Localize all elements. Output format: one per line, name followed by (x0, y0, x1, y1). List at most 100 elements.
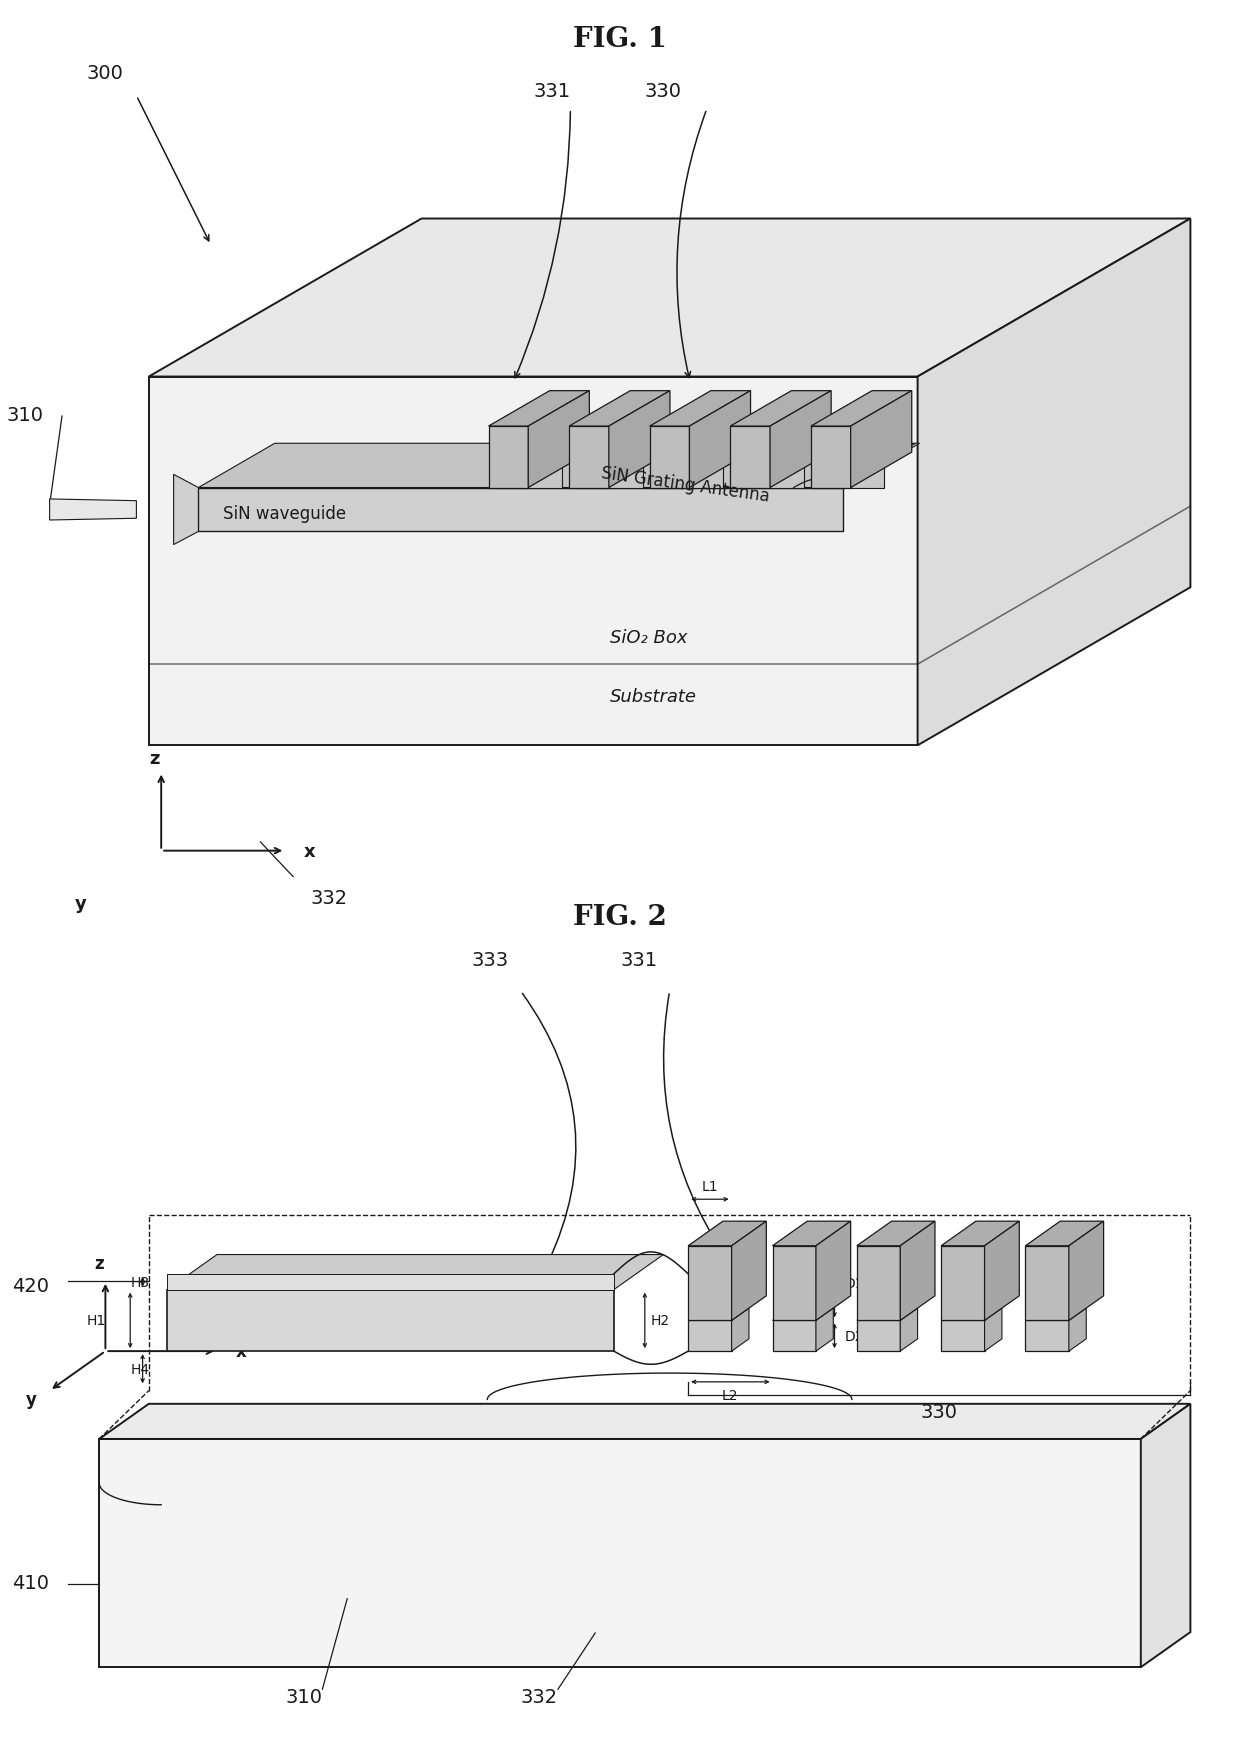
Text: y: y (74, 895, 87, 913)
Polygon shape (689, 444, 754, 462)
Polygon shape (689, 462, 723, 488)
Polygon shape (149, 377, 918, 746)
Polygon shape (650, 426, 689, 488)
Polygon shape (528, 462, 562, 488)
Polygon shape (167, 1274, 614, 1290)
Polygon shape (1025, 1309, 1086, 1320)
Polygon shape (732, 1309, 749, 1351)
Text: 331: 331 (620, 949, 657, 969)
Polygon shape (688, 1246, 732, 1320)
Text: L1: L1 (702, 1179, 718, 1193)
Polygon shape (689, 391, 750, 488)
Polygon shape (174, 476, 198, 546)
Polygon shape (918, 219, 1190, 746)
Polygon shape (941, 1309, 1002, 1320)
Polygon shape (609, 462, 642, 488)
Text: 310: 310 (285, 1687, 322, 1706)
Text: D1: D1 (844, 1276, 864, 1290)
Text: x: x (236, 1343, 247, 1360)
Polygon shape (773, 1246, 816, 1320)
Polygon shape (489, 426, 528, 488)
Polygon shape (528, 444, 593, 462)
Polygon shape (857, 1320, 900, 1351)
Polygon shape (569, 426, 609, 488)
Polygon shape (770, 391, 831, 488)
Text: 420: 420 (12, 1276, 50, 1295)
Polygon shape (851, 462, 884, 488)
Text: FIG. 2: FIG. 2 (573, 904, 667, 930)
Polygon shape (569, 391, 670, 426)
Text: 410: 410 (12, 1572, 50, 1592)
Text: H2: H2 (651, 1314, 670, 1327)
Text: 332: 332 (521, 1687, 558, 1706)
Polygon shape (1025, 1221, 1104, 1246)
Polygon shape (770, 462, 804, 488)
Polygon shape (489, 391, 589, 426)
Polygon shape (811, 426, 851, 488)
Polygon shape (1069, 1221, 1104, 1320)
Polygon shape (50, 500, 136, 521)
Text: L2: L2 (722, 1388, 739, 1402)
Polygon shape (688, 1320, 732, 1351)
Polygon shape (99, 1439, 1141, 1667)
Polygon shape (688, 1309, 749, 1320)
Polygon shape (650, 391, 750, 426)
Polygon shape (857, 1246, 900, 1320)
Polygon shape (1069, 1309, 1086, 1351)
Text: 331: 331 (533, 81, 570, 100)
Text: z: z (94, 1255, 104, 1272)
Polygon shape (198, 444, 920, 488)
Polygon shape (528, 391, 589, 488)
Polygon shape (941, 1221, 1019, 1246)
Polygon shape (900, 1309, 918, 1351)
Polygon shape (730, 426, 770, 488)
Polygon shape (1025, 1320, 1069, 1351)
Polygon shape (688, 1221, 766, 1246)
Text: 332: 332 (310, 888, 347, 907)
Text: H4: H4 (130, 1362, 149, 1376)
Text: 310: 310 (6, 405, 43, 425)
Polygon shape (857, 1221, 935, 1246)
Polygon shape (167, 1290, 614, 1351)
Polygon shape (730, 391, 831, 426)
Polygon shape (167, 1255, 663, 1290)
Polygon shape (770, 444, 835, 462)
Polygon shape (851, 444, 915, 462)
Polygon shape (857, 1309, 918, 1320)
Text: 300: 300 (87, 63, 124, 82)
Text: 330: 330 (645, 81, 682, 100)
Polygon shape (773, 1309, 833, 1320)
Text: H3: H3 (130, 1276, 149, 1288)
Polygon shape (1025, 1246, 1069, 1320)
Polygon shape (900, 1221, 935, 1320)
Text: D2: D2 (844, 1329, 864, 1343)
Polygon shape (198, 488, 843, 532)
Polygon shape (732, 1221, 766, 1320)
Text: 333: 333 (471, 949, 508, 969)
Text: y: y (26, 1390, 36, 1408)
Text: SiN Grating Antenna: SiN Grating Antenna (600, 463, 771, 505)
Polygon shape (773, 1221, 851, 1246)
Polygon shape (773, 1320, 816, 1351)
Polygon shape (941, 1246, 985, 1320)
Polygon shape (816, 1221, 851, 1320)
Polygon shape (985, 1221, 1019, 1320)
Polygon shape (149, 219, 1190, 377)
Polygon shape (816, 1309, 833, 1351)
Polygon shape (609, 391, 670, 488)
Polygon shape (851, 391, 911, 488)
Text: H1: H1 (86, 1314, 105, 1327)
Text: x: x (304, 842, 315, 860)
Text: Substrate: Substrate (610, 688, 697, 706)
Polygon shape (99, 1404, 1190, 1439)
Polygon shape (1141, 1404, 1190, 1667)
Polygon shape (985, 1309, 1002, 1351)
Polygon shape (811, 391, 911, 426)
Polygon shape (609, 444, 673, 462)
Text: SiO₂ Box: SiO₂ Box (610, 628, 687, 646)
Text: SiN waveguide: SiN waveguide (223, 505, 346, 523)
Text: 330: 330 (921, 1402, 957, 1422)
Text: FIG. 1: FIG. 1 (573, 26, 667, 53)
Text: z: z (150, 749, 160, 767)
Polygon shape (941, 1320, 985, 1351)
